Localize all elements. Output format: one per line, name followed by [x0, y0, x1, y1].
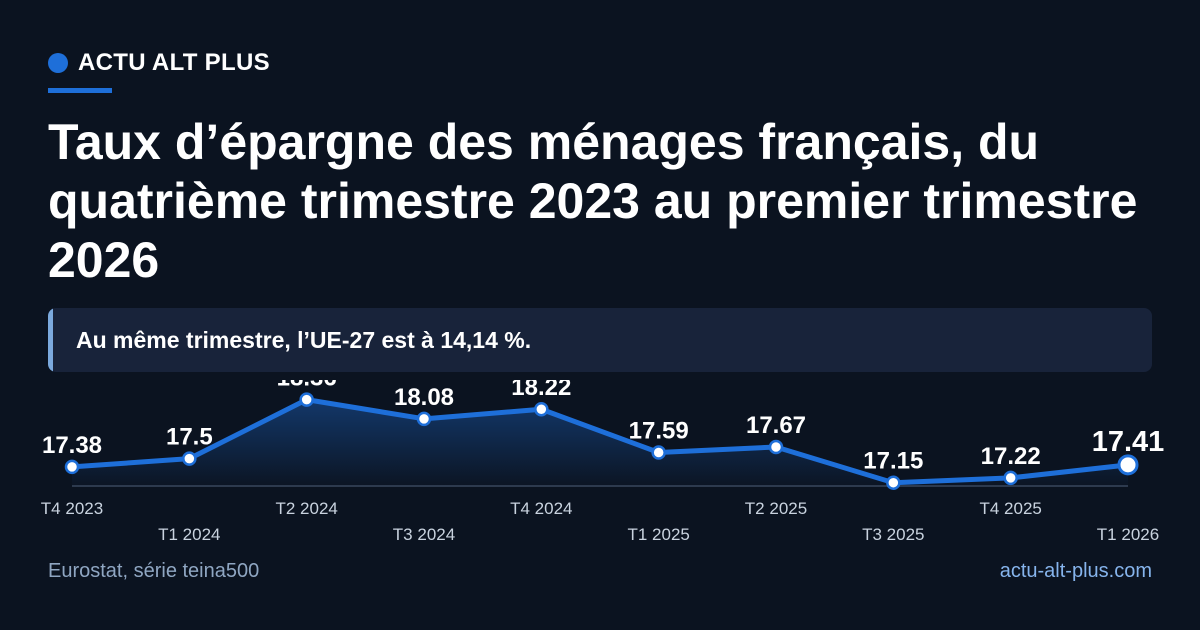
data-point [886, 475, 901, 490]
data-label: 17.38 [42, 432, 102, 459]
data-label: 18.36 [277, 380, 337, 392]
data-label: 17.41 [1092, 426, 1165, 458]
x-tick-label: T3 2025 [862, 525, 924, 544]
data-point [299, 392, 314, 407]
data-label: 17.59 [629, 417, 689, 444]
data-label: 17.15 [863, 448, 923, 475]
data-point [651, 445, 666, 460]
data-label: 17.5 [166, 424, 213, 451]
data-label: 18.22 [511, 380, 571, 401]
series-line [69, 397, 1131, 486]
source-note: Eurostat, série teina500 [48, 560, 260, 582]
data-label: 18.08 [394, 384, 454, 411]
data-point [1117, 454, 1139, 476]
brand-name: ACTU ALT PLUS [78, 49, 270, 76]
site-link[interactable]: actu-alt-plus.com [999, 560, 1152, 582]
page-title: Taux d’épargne des ménages français, du … [48, 114, 1138, 288]
data-label: 17.22 [981, 443, 1041, 470]
callout-accent-bar [48, 308, 53, 372]
x-tick-label: T2 2024 [275, 499, 337, 518]
callout-text: Au même trimestre, l’UE-27 est à 14,14 %… [76, 327, 532, 353]
line-chart: 17.38 17.5 18.36 18.08 18.22 17.59 17.67 17.15 1… [41, 380, 1165, 544]
x-tick-label: T1 2024 [158, 525, 220, 544]
x-tick-label: T1 2026 [1097, 525, 1159, 544]
brand-dot-icon [48, 53, 68, 73]
x-tick-label: T4 2025 [979, 499, 1041, 518]
x-tick-label: T1 2025 [627, 525, 689, 544]
brand-underline [48, 88, 112, 93]
x-tick-label: T4 2023 [41, 499, 103, 518]
data-point [534, 401, 549, 417]
data-label: 17.67 [746, 412, 806, 439]
data-point [1003, 470, 1018, 486]
data-point [182, 451, 197, 466]
x-tick-label: T4 2024 [510, 499, 572, 518]
series-area [72, 399, 1128, 486]
data-point [64, 459, 80, 475]
x-tick-label: T3 2024 [393, 525, 455, 544]
callout-box: Au même trimestre, l’UE-27 est à 14,14 %… [48, 308, 1152, 372]
data-point [416, 411, 432, 427]
brand: ACTU ALT PLUS [48, 50, 270, 76]
data-point [768, 439, 784, 455]
x-tick-label: T2 2025 [745, 499, 807, 518]
